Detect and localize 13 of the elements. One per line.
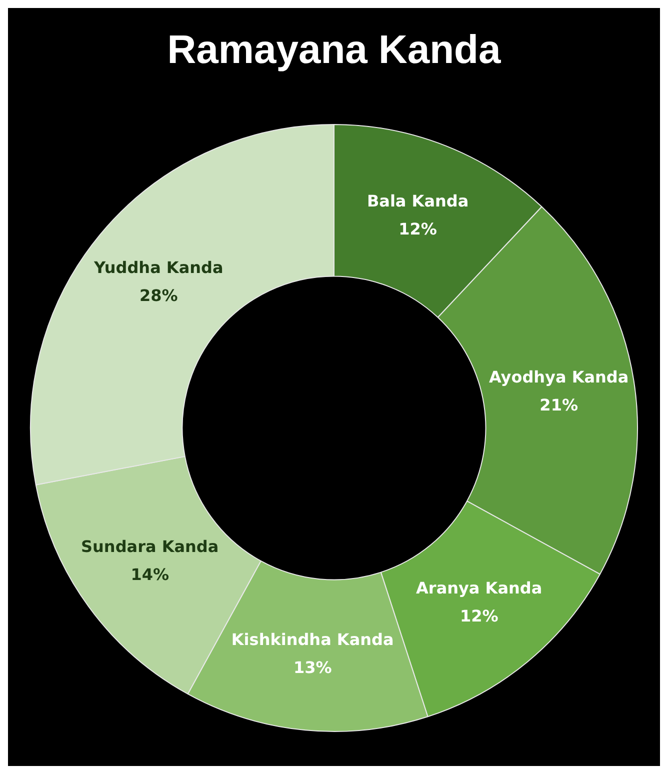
slice-label: Aranya Kanda — [416, 578, 542, 598]
slice-label: Kishkindha Kanda — [231, 630, 394, 649]
slice-label: Bala Kanda — [366, 192, 469, 211]
data-label: 12% — [460, 606, 498, 626]
slice-label: Sundara Kanda — [81, 536, 219, 556]
data-label: 28% — [139, 286, 178, 306]
slice-label: Ayodhya Kanda — [488, 368, 629, 387]
data-label: 14% — [130, 564, 169, 584]
data-label: 21% — [540, 396, 578, 415]
data-label: 12% — [398, 220, 437, 239]
slice-label: Yuddha Kanda — [92, 258, 224, 278]
data-label: 13% — [293, 658, 332, 677]
chart-title: Ramayana Kanda — [166, 27, 502, 74]
